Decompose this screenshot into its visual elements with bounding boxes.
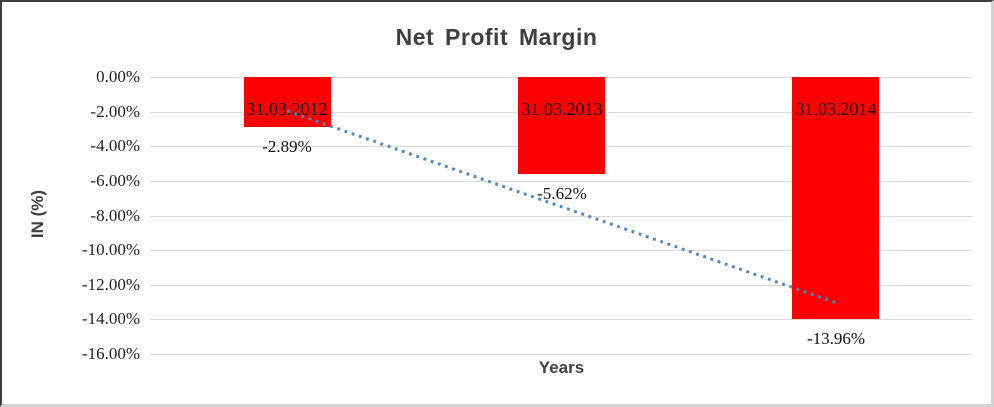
value-label: -5.62% — [537, 184, 587, 203]
value-label: -2.89% — [262, 137, 312, 156]
y-tick-label: -16.00% — [81, 344, 140, 363]
y-tick-label: -2.00% — [90, 102, 140, 121]
gridline — [150, 354, 973, 355]
x-axis-title: Years — [538, 358, 585, 377]
y-tick-label: -12.00% — [81, 275, 140, 294]
y-tick-label: -6.00% — [90, 171, 140, 190]
value-label: -13.96% — [806, 329, 866, 348]
category-label: 31.03.2013 — [521, 99, 603, 119]
category-label: 31.03.2014 — [795, 99, 877, 119]
y-tick-label: -4.00% — [90, 136, 140, 155]
chart-title: Net Profit Margin — [395, 24, 598, 50]
y-tick-label: 0.00% — [96, 67, 140, 86]
y-tick-label: -8.00% — [90, 206, 140, 225]
y-tick-label: -14.00% — [81, 309, 140, 328]
category-label: 31.03.2012 — [246, 99, 328, 119]
bar — [518, 77, 605, 174]
gridline — [150, 319, 973, 320]
y-tick-label: -10.00% — [81, 240, 140, 259]
